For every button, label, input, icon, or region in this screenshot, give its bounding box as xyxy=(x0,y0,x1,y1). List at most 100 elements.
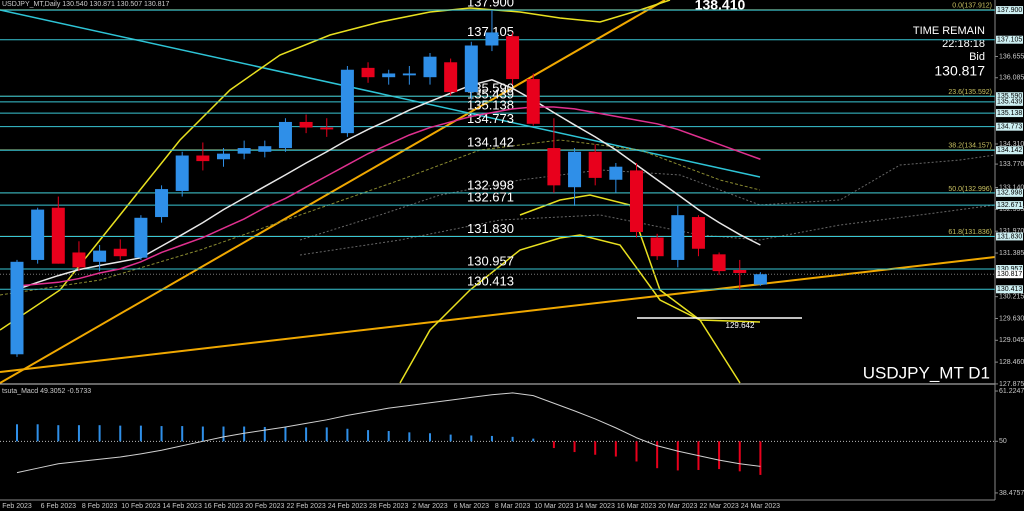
histogram-bar xyxy=(511,436,514,442)
fib-label: 38.2(134.157) xyxy=(948,143,992,150)
level-box xyxy=(996,285,1023,294)
info-text: 22:18:18 xyxy=(942,38,985,50)
histogram-bar xyxy=(263,426,266,442)
candle-body xyxy=(630,170,643,232)
level-box xyxy=(996,201,1023,210)
candle-body xyxy=(753,274,767,285)
level-box-label: 137.900 xyxy=(997,7,1022,14)
candle-body xyxy=(691,217,705,249)
candle-body xyxy=(506,36,520,80)
y-tick-label: 61.2247 xyxy=(999,388,1024,395)
histogram-bar xyxy=(552,441,555,449)
candle-body xyxy=(175,155,189,191)
level-label: 130.957 xyxy=(467,253,514,268)
signal-line xyxy=(16,392,761,474)
trend-line xyxy=(0,256,996,373)
fib-label: 23.6(135.592) xyxy=(948,89,992,96)
candle-body xyxy=(733,270,747,273)
y-tick-label: 132.555 xyxy=(999,206,1024,213)
ichimoku-cloud xyxy=(299,154,996,241)
histogram-bar xyxy=(532,438,535,442)
histogram-bar xyxy=(139,425,142,442)
candle-body xyxy=(196,155,210,162)
symbol-label: USDJPY_MT D1 xyxy=(863,363,990,382)
level-label: 130.413 xyxy=(467,274,514,289)
histogram-bar xyxy=(429,433,431,442)
level-label: 132.671 xyxy=(467,190,514,205)
x-tick-label: 10 Mar 2023 xyxy=(534,503,573,510)
level-box xyxy=(996,122,1023,131)
level-box xyxy=(996,188,1023,197)
x-tick-label: 14 Mar 2023 xyxy=(576,503,615,510)
x-tick-label: 20 Feb 2023 xyxy=(245,503,284,510)
level-box-label: 134.142 xyxy=(997,147,1022,154)
level-box xyxy=(996,35,1023,44)
candle-body xyxy=(568,151,582,188)
candle-body xyxy=(258,146,272,152)
level-box xyxy=(996,92,1023,101)
x-tick-label: 8 Mar 2023 xyxy=(495,503,531,510)
histogram-bar xyxy=(449,434,452,442)
candle-body xyxy=(340,69,354,134)
level-box-label: 132.998 xyxy=(997,190,1022,197)
histogram-bar xyxy=(222,426,225,442)
histogram-bar xyxy=(367,430,370,442)
x-tick-label: 16 Feb 2023 xyxy=(204,503,243,510)
level-box xyxy=(996,6,1023,15)
low-mark-label: 129.642 xyxy=(726,321,755,330)
histogram-bar xyxy=(614,441,617,457)
fib-label: 50.0(132.996) xyxy=(948,186,992,193)
y-tick-label: 136.655 xyxy=(999,53,1024,60)
candle-body xyxy=(526,79,540,124)
level-box-label: 137.105 xyxy=(997,37,1022,44)
x-tick-label: 8 Feb 2023 xyxy=(82,503,118,510)
histogram-bar xyxy=(490,435,493,442)
level-box-label: 132.671 xyxy=(997,202,1022,209)
ichimoku-cloud xyxy=(299,204,996,256)
candle-body xyxy=(402,73,416,76)
histogram-bar xyxy=(676,441,679,471)
candle-body xyxy=(671,215,685,260)
x-tick-label: 22 Feb 2023 xyxy=(286,503,325,510)
bid-text: 130.817 xyxy=(934,63,985,79)
y-tick-label: 129.045 xyxy=(999,337,1024,344)
histogram-bar xyxy=(36,424,39,442)
level-box-label: 134.773 xyxy=(997,124,1022,131)
level-label: 132.998 xyxy=(467,177,514,192)
info-text: TIME REMAIN xyxy=(913,25,985,37)
candle-body xyxy=(609,166,623,180)
x-tick-label: 2 Mar 2023 xyxy=(412,503,448,510)
x-tick-label: Feb 2023 xyxy=(2,503,32,510)
candle-body xyxy=(72,252,86,268)
level-label: 137.900 xyxy=(467,0,514,10)
x-tick-label: 10 Feb 2023 xyxy=(121,503,160,510)
indicator-title: tsuta_Macd 49.3052 -0.5733 xyxy=(2,388,91,395)
candle-body xyxy=(361,67,375,78)
candle-body xyxy=(485,32,499,46)
histogram-bar xyxy=(594,441,597,455)
histogram-bar xyxy=(119,425,122,442)
bid-box xyxy=(996,270,1023,279)
info-text: Bid xyxy=(969,51,985,63)
level-box-label: 135.138 xyxy=(997,110,1022,117)
candle-body xyxy=(712,254,726,272)
y-tick-label: 131.385 xyxy=(999,250,1024,257)
bid-box-label: 130.817 xyxy=(997,271,1022,278)
candle-body xyxy=(547,148,561,186)
y-tick-label: 136.085 xyxy=(999,75,1024,82)
level-box xyxy=(996,97,1023,106)
candle-body xyxy=(113,248,127,257)
level-label: 137.105 xyxy=(467,24,514,39)
histogram-bar xyxy=(573,441,576,453)
level-box-label: 130.413 xyxy=(997,286,1022,293)
histogram-bar xyxy=(284,426,287,442)
histogram-bar xyxy=(346,428,349,442)
candle-body xyxy=(382,73,396,78)
fib-label: 61.8(131.836) xyxy=(948,229,992,236)
histogram-bar xyxy=(201,426,204,442)
level-label: 134.142 xyxy=(467,135,514,150)
histogram-bar xyxy=(16,424,18,442)
candle-body xyxy=(155,189,169,218)
histogram-bar xyxy=(325,427,328,442)
